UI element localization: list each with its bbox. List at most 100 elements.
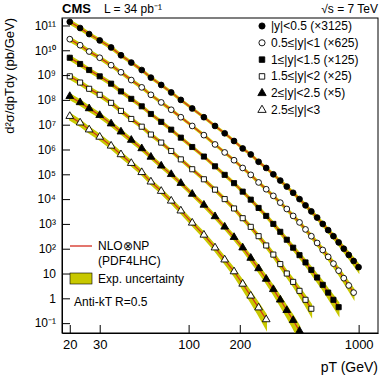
data-point: [239, 279, 247, 286]
legend-marker: [259, 40, 265, 46]
y-tick-mark: [62, 100, 70, 101]
data-point: [284, 206, 290, 212]
data-point: [255, 303, 263, 310]
data-point: [188, 190, 196, 197]
experiment-label: CMS: [62, 1, 91, 16]
data-point: [271, 252, 276, 257]
data-point: [118, 89, 123, 94]
x-tick: 100: [178, 325, 200, 352]
y-tick-mark: [62, 149, 70, 150]
data-point: [346, 283, 352, 289]
data-point: [147, 152, 155, 159]
data-point: [128, 60, 134, 66]
data-point: [308, 209, 314, 215]
data-point: [147, 177, 155, 184]
data-point: [331, 261, 337, 267]
data-point: [201, 177, 206, 182]
y-tick-label: 10¹¹: [35, 19, 56, 33]
y-axis: 10⁻¹11010²10³10⁴10⁵10⁶10⁷10⁸10⁹10¹⁰10¹¹: [35, 19, 70, 334]
data-point: [221, 222, 229, 229]
data-point: [189, 123, 195, 129]
data-point: [314, 215, 320, 221]
legend-label: 2.5≤|y|<3: [271, 103, 321, 117]
data-point: [326, 290, 331, 295]
y-tick-label: 10⁵: [38, 168, 56, 182]
y-tick: 10⁻¹: [35, 316, 70, 330]
y-tick: 10¹⁰: [35, 44, 70, 58]
data-point: [96, 111, 104, 118]
data-point: [277, 200, 283, 206]
data-point: [169, 148, 174, 153]
data-point: [200, 230, 208, 237]
data-point: [320, 221, 326, 227]
x-tick: 200: [229, 325, 251, 352]
data-point: [256, 159, 262, 165]
data-point: [67, 36, 73, 42]
y-tick-label: 10⁻¹: [35, 316, 56, 330]
data-point: [247, 254, 255, 261]
legend-marker: [258, 88, 266, 95]
data-point: [77, 25, 83, 31]
data-point: [222, 130, 228, 136]
data-point: [297, 220, 303, 226]
data-point: [148, 132, 153, 137]
data-point: [331, 233, 337, 239]
data-point: [308, 233, 314, 239]
data-point: [278, 262, 283, 267]
y-tick-label: 10: [43, 267, 57, 281]
data-point: [212, 142, 218, 148]
data-point: [139, 104, 144, 109]
data-point: [168, 90, 174, 96]
data-point: [296, 327, 304, 333]
data-point: [351, 290, 357, 296]
data-point: [309, 306, 314, 311]
data-point: [138, 144, 146, 151]
data-point: [278, 229, 283, 234]
data-point: [303, 202, 309, 208]
data-point: [212, 187, 217, 192]
data-point: [284, 237, 289, 242]
data-point: [256, 180, 262, 186]
legend-label: |y|<0.5 (×3125): [271, 19, 352, 33]
data-point: [325, 254, 331, 260]
data-point: [230, 267, 238, 274]
y-tick: 10⁵: [38, 168, 70, 182]
data-point: [96, 132, 104, 139]
data-point: [78, 61, 83, 66]
x-tick: 1000: [345, 325, 374, 352]
data-point: [129, 116, 134, 121]
data-point: [239, 243, 247, 250]
data-point: [291, 279, 296, 284]
legend-marker: [259, 74, 264, 79]
y-tick-mark: [62, 75, 70, 76]
data-point: [211, 243, 219, 250]
data-point: [212, 164, 217, 169]
y-tick: 10²: [39, 242, 70, 256]
x-tick: 30: [93, 325, 107, 352]
legend-marker: [259, 23, 265, 29]
data-point: [177, 179, 185, 186]
data-point: [231, 157, 237, 163]
data-point: [159, 119, 164, 124]
data-point: [222, 150, 228, 156]
data-point: [200, 200, 208, 207]
y-tick: 10⁷: [38, 118, 70, 132]
data-point: [66, 92, 74, 99]
y-tick-label: 10⁶: [38, 143, 56, 157]
data-point: [248, 197, 253, 202]
exp-uncertainty-band: [70, 20, 359, 272]
data-point: [158, 100, 164, 106]
data-point: [178, 157, 183, 162]
data-point: [201, 154, 206, 159]
legend-band: [70, 273, 92, 284]
data-point: [290, 213, 296, 219]
y-tick-mark: [62, 125, 70, 126]
data-point: [346, 252, 352, 258]
data-point: [169, 127, 174, 132]
data-point: [314, 240, 320, 246]
y-tick: 10: [43, 267, 70, 281]
data-point: [67, 74, 72, 79]
plot-frame: [62, 18, 378, 333]
data-point: [277, 178, 283, 184]
chart: 2030100200100010⁻¹11010²10³10⁴10⁵10⁶10⁷1…: [0, 0, 389, 379]
